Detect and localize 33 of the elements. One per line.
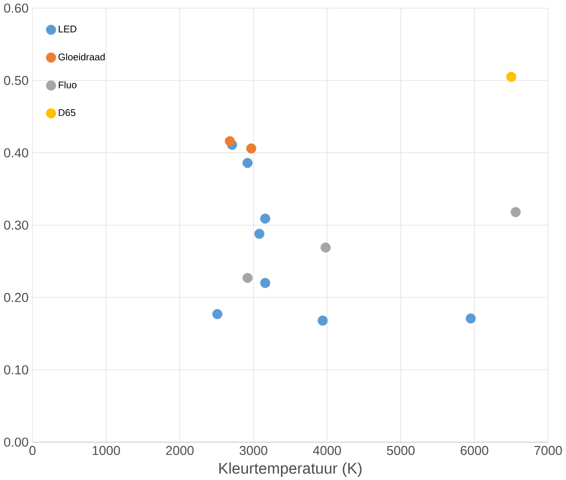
point (320, 242, 331, 252)
x-tick-label: 0 (29, 446, 36, 455)
point (212, 308, 222, 319)
point (510, 206, 521, 217)
y-tick-label: 0.20 (4, 292, 28, 302)
x-tick-label: 4000 (313, 446, 341, 455)
point (466, 313, 476, 324)
y-tick-label: 0.00 (4, 437, 28, 446)
point (254, 228, 264, 239)
x-tick-label: 6000 (460, 446, 488, 455)
legend-label: Fluo (58, 81, 76, 88)
x-axis-title: Kleurtemperatuur (K) (219, 462, 362, 477)
legend-label: LED (58, 25, 76, 32)
point (260, 213, 270, 224)
y-tick-label: 0.10 (4, 365, 28, 374)
legend-label: Gloeidraad (58, 53, 105, 60)
point (224, 136, 235, 146)
point (260, 278, 270, 288)
y-tick-label: 0.30 (4, 220, 28, 230)
x-tick-label: 1000 (92, 446, 120, 455)
point (242, 158, 253, 168)
x-tick-label: 3000 (240, 446, 268, 455)
x-tick-label: 2000 (166, 446, 194, 455)
y-tick-label: 0.60 (4, 3, 28, 12)
point (246, 143, 256, 154)
y-tick-label: 0.40 (4, 148, 28, 158)
x-tick-label: 7000 (534, 446, 562, 455)
x-tick-label: 5000 (386, 446, 415, 455)
legend-label: D65 (58, 108, 76, 116)
y-tick-label: 0.50 (4, 76, 28, 85)
point (506, 72, 516, 82)
point (242, 272, 253, 283)
point (318, 315, 328, 326)
